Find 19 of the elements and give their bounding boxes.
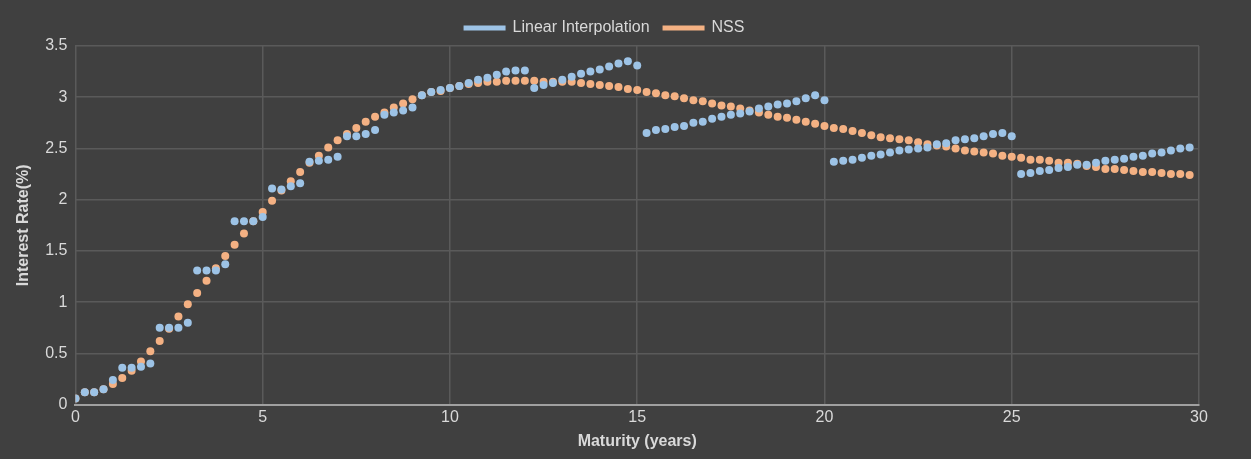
y-axis-title: Interest Rate(%) <box>14 164 32 287</box>
x-tick-label: 0 <box>70 407 80 425</box>
y-tick-label: 2 <box>58 190 68 208</box>
legend-label: NSS <box>711 18 745 36</box>
y-tick-label: 1.5 <box>45 241 68 259</box>
y-tick-label: 1 <box>58 292 68 310</box>
y-tick-label: 0.5 <box>45 343 68 361</box>
y-tick-label: 3 <box>58 87 68 105</box>
x-tick-label: 5 <box>258 407 268 425</box>
x-tick-label: 10 <box>441 407 459 425</box>
x-tick-label: 25 <box>1002 407 1021 425</box>
y-tick-label: 3.5 <box>45 36 68 54</box>
x-tick-label: 30 <box>1190 407 1208 425</box>
x-tick-label: 20 <box>815 407 834 425</box>
x-tick-label: 15 <box>628 407 647 425</box>
legend-label: Linear Interpolation <box>512 18 650 36</box>
y-tick-label: 2.5 <box>45 138 68 156</box>
y-tick-label: 0 <box>58 395 68 413</box>
x-axis-title: Maturity (years) <box>577 431 697 449</box>
